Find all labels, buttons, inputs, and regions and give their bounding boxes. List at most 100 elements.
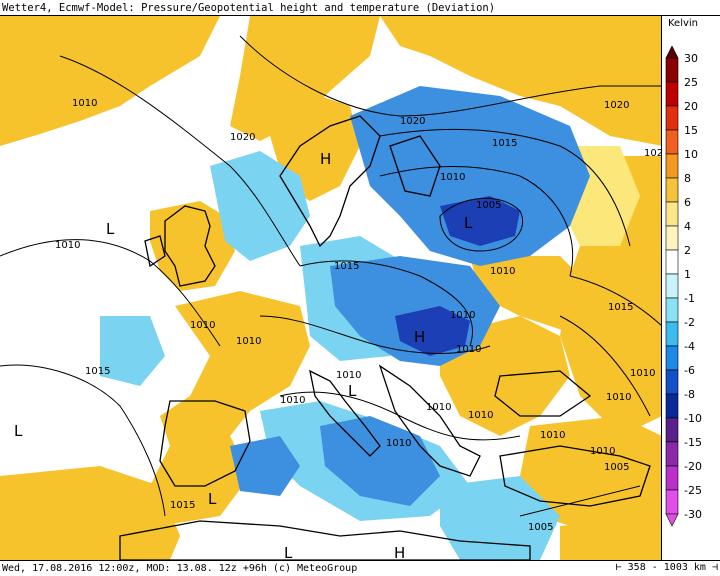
isobar-1005-low [439,197,523,252]
legend-tick-label: 1 [684,268,691,281]
legend-swatch [665,57,679,83]
legend-swatch [665,489,679,515]
legend-tick-label: -15 [684,436,702,449]
map-title: Wetter4, Ecmwf-Model: Pressure/Geopotent… [0,0,720,16]
isobar-label: 1015 [492,138,517,149]
map-canvas: 1010 1020 1020 1015 1010 1005 1010 1015 … [0,16,662,560]
warm-area-turkey [520,416,661,536]
legend-tick-label: 30 [684,52,698,65]
isobar-1010-atlantic [0,239,221,347]
isobar-label: 1015 [85,366,110,377]
coast-africa [119,520,531,560]
legend-swatch [665,129,679,155]
legend-swatch [665,273,679,299]
legend-swatch [665,153,679,179]
legend-swatch [665,369,679,395]
isobar-1015-north [379,128,631,247]
isobar-1015-east [569,275,661,326]
isobar-label: 1010 [450,310,475,321]
pressure-center-low: L [464,214,473,232]
legend-arrow-bottom [665,513,679,527]
legend-swatch [665,465,679,491]
legend-tick-label: 2 [684,244,691,257]
legend-tick-label: 15 [684,124,698,137]
legend-tick-label: -10 [684,412,702,425]
legend-arrow-top [665,46,679,59]
legend-tick-label: 20 [684,100,698,113]
legend-tick-label: -25 [684,484,702,497]
pressure-center-low: L [106,220,115,238]
legend-swatch [665,201,679,227]
legend-scale: 30 25 20 15 10 8 6 4 2 1 -1 -2 -4 -6 -8 -10 -15 -20 -25 -30 [665,46,702,527]
legend-tick-label: -30 [684,508,702,521]
isobar-1015-atlantic [0,364,166,517]
pressure-center-high: H [414,328,425,346]
weather-map: 1010 1020 1020 1015 1010 1005 1010 1015 … [0,16,662,560]
coast-scandinavia [279,115,381,248]
color-legend: Kelvin 30 25 20 15 10 8 6 4 2 1 -1 -2 -4 -6 -8 -10 -15 -2… [662,16,720,560]
legend-swatch [665,249,679,275]
isobar-label: 1010 [190,320,215,331]
map-footer: Wed, 17.08.2016 12:00z, MOD: 13.08. 12z … [0,560,720,576]
coast-uk [164,205,216,287]
isobar-label: 1010 [630,368,655,379]
cold-area-scandinavia [350,86,590,266]
legend-swatch [665,393,679,419]
distance-scale: ⊢ 358 - 1003 km ⊣ [616,561,718,575]
isobar-label: 1020 [400,116,425,127]
isobar-1010-south [279,391,521,441]
warm-area-atlantic-north [0,16,220,146]
legend-tick-label: -8 [684,388,695,401]
deep-cold-low [440,196,520,246]
coast-balkans [378,364,481,477]
pressure-center-high: H [394,544,405,560]
isobar-1020-west [59,55,301,267]
isobar-label: 1010 [440,172,465,183]
legend-tick-label: -2 [684,316,695,329]
legend-tick-label: -1 [684,292,695,305]
isobar-label: 102 [644,148,662,159]
legend-tick-label: -4 [684,340,695,353]
isobar-label: 1010 [590,446,615,457]
legend-swatch [665,225,679,251]
legend-tick-label: -6 [684,364,695,377]
legend-swatch [665,441,679,467]
legend-swatch [665,321,679,347]
isobar-1010-east [559,315,651,417]
legend-tick-label: 4 [684,220,691,233]
isobar-1010-europe [259,315,491,354]
isobar-label: 1015 [334,261,359,272]
isobar-1010-scand [379,166,574,277]
isobar-label: 1015 [608,302,633,313]
isobar-label: 1020 [604,100,629,111]
isobar-label: 1005 [528,522,553,533]
coast-turkey [499,445,651,507]
isobar-label: 1020 [230,132,255,143]
isobar-label: 1010 [386,438,411,449]
legend-swatch [665,105,679,131]
pressure-center-low: L [284,544,293,560]
isobar-label: 1010 [490,266,515,277]
isobar-label: 1010 [55,240,80,251]
isobar-label: 1010 [468,410,493,421]
isobar-label: 1010 [456,344,481,355]
warm-area-north-russia [380,16,661,146]
cool-area-north-sea [210,151,310,261]
pressure-center-low: L [208,490,217,508]
legend-swatch [665,297,679,323]
isobars [0,35,661,517]
isobar-labels: 1010 1020 1020 1015 1010 1005 1010 1015 … [55,98,662,533]
cool-area-atlantic [100,316,165,386]
isobar-1010-central [299,260,474,347]
legend-tick-label: -20 [684,460,702,473]
isobar-label: 1010 [280,395,305,406]
isobar-1005-south [519,485,641,517]
scale-text: 358 - 1003 km [627,562,706,573]
isobar-label: 1010 [540,430,565,441]
warm-area-france-iberia [150,291,310,526]
scale-right-tick: ⊣ [711,562,718,573]
legend-swatch [665,345,679,371]
isobar-label: 1015 [170,500,195,511]
isobar-label: 1010 [72,98,97,109]
coastlines [119,115,651,560]
